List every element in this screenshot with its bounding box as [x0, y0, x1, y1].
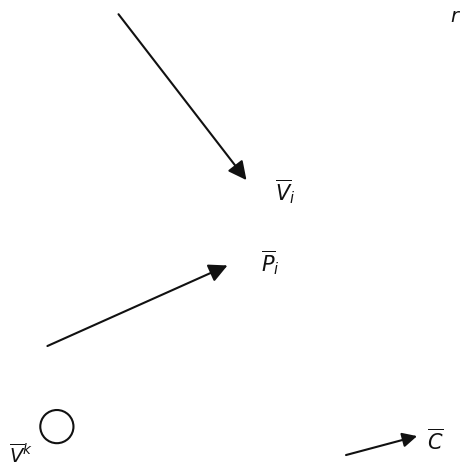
- Text: $r$: $r$: [449, 7, 461, 26]
- Text: $\overline{P}_i$: $\overline{P}_i$: [261, 249, 280, 277]
- Text: $\overline{V}_i$: $\overline{V}_i$: [275, 178, 295, 206]
- Text: $\overline{C}$: $\overline{C}$: [427, 428, 443, 454]
- Text: $\overline{V}^k$: $\overline{V}^k$: [9, 443, 33, 467]
